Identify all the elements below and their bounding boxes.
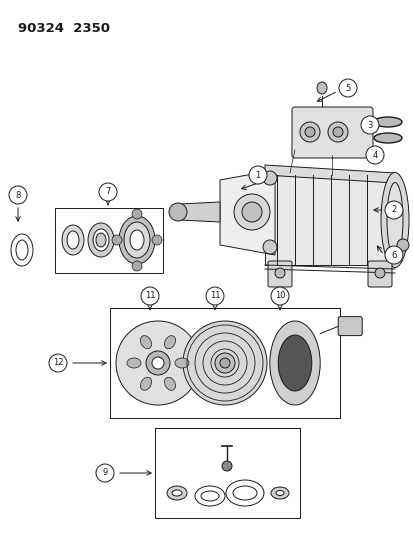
Ellipse shape (175, 358, 189, 368)
Circle shape (221, 461, 231, 471)
Circle shape (152, 357, 164, 369)
Ellipse shape (140, 336, 151, 349)
Circle shape (112, 235, 122, 245)
Circle shape (338, 79, 356, 97)
FancyBboxPatch shape (267, 261, 291, 287)
FancyBboxPatch shape (337, 317, 361, 336)
Circle shape (274, 268, 284, 278)
Circle shape (262, 240, 276, 254)
Circle shape (132, 261, 142, 271)
Ellipse shape (269, 321, 319, 405)
Polygon shape (264, 165, 394, 183)
Ellipse shape (88, 223, 114, 257)
Text: 5: 5 (344, 84, 350, 93)
Ellipse shape (386, 182, 402, 257)
Circle shape (132, 209, 142, 219)
Text: 10: 10 (274, 292, 285, 301)
Circle shape (169, 203, 187, 221)
Ellipse shape (16, 240, 28, 260)
Ellipse shape (278, 335, 311, 391)
Ellipse shape (171, 490, 182, 496)
Circle shape (384, 246, 402, 264)
Polygon shape (180, 202, 219, 222)
Text: 6: 6 (390, 251, 396, 260)
Circle shape (183, 321, 266, 405)
Circle shape (262, 171, 276, 185)
Ellipse shape (127, 358, 141, 368)
Ellipse shape (124, 222, 150, 258)
Text: 11: 11 (145, 292, 155, 301)
Circle shape (242, 202, 261, 222)
Circle shape (271, 287, 288, 305)
Ellipse shape (164, 336, 175, 349)
Ellipse shape (62, 225, 84, 255)
Text: 11: 11 (209, 292, 220, 301)
FancyBboxPatch shape (367, 261, 391, 287)
Bar (110, 308, 339, 418)
Ellipse shape (166, 486, 187, 500)
Circle shape (49, 354, 67, 372)
Circle shape (116, 321, 199, 405)
Circle shape (146, 351, 170, 375)
Text: 4: 4 (371, 150, 377, 159)
Text: 90324  2350: 90324 2350 (18, 22, 110, 35)
Circle shape (396, 239, 408, 251)
Ellipse shape (271, 487, 288, 499)
Bar (154, 428, 299, 518)
FancyBboxPatch shape (291, 107, 372, 158)
Circle shape (206, 287, 223, 305)
Circle shape (219, 358, 230, 368)
Circle shape (96, 464, 114, 482)
Ellipse shape (130, 230, 144, 250)
Ellipse shape (93, 229, 109, 251)
Text: 7: 7 (105, 188, 110, 197)
Circle shape (248, 166, 266, 184)
Circle shape (233, 194, 269, 230)
Ellipse shape (67, 231, 79, 249)
Text: 1: 1 (255, 171, 260, 180)
Circle shape (304, 127, 314, 137)
Circle shape (141, 287, 159, 305)
Ellipse shape (164, 377, 175, 390)
Ellipse shape (373, 133, 401, 143)
Ellipse shape (316, 82, 326, 94)
Text: 2: 2 (390, 206, 396, 214)
Ellipse shape (140, 377, 151, 390)
Circle shape (152, 235, 161, 245)
Text: 3: 3 (366, 120, 372, 130)
Circle shape (299, 122, 319, 142)
Circle shape (384, 201, 402, 219)
Ellipse shape (96, 233, 106, 247)
Ellipse shape (373, 117, 401, 127)
Circle shape (327, 122, 347, 142)
Text: 8: 8 (15, 190, 21, 199)
Circle shape (360, 116, 378, 134)
Circle shape (214, 353, 235, 373)
Circle shape (374, 268, 384, 278)
Ellipse shape (233, 486, 256, 500)
Bar (264, 175, 394, 265)
Ellipse shape (119, 216, 154, 264)
Ellipse shape (380, 173, 408, 268)
Bar (55, 208, 163, 273)
Text: 9: 9 (102, 469, 107, 478)
Circle shape (365, 146, 383, 164)
Circle shape (332, 127, 342, 137)
Polygon shape (219, 170, 274, 255)
Ellipse shape (275, 490, 283, 496)
Ellipse shape (201, 491, 218, 501)
Circle shape (99, 183, 117, 201)
Text: 12: 12 (52, 359, 63, 367)
Circle shape (9, 186, 27, 204)
